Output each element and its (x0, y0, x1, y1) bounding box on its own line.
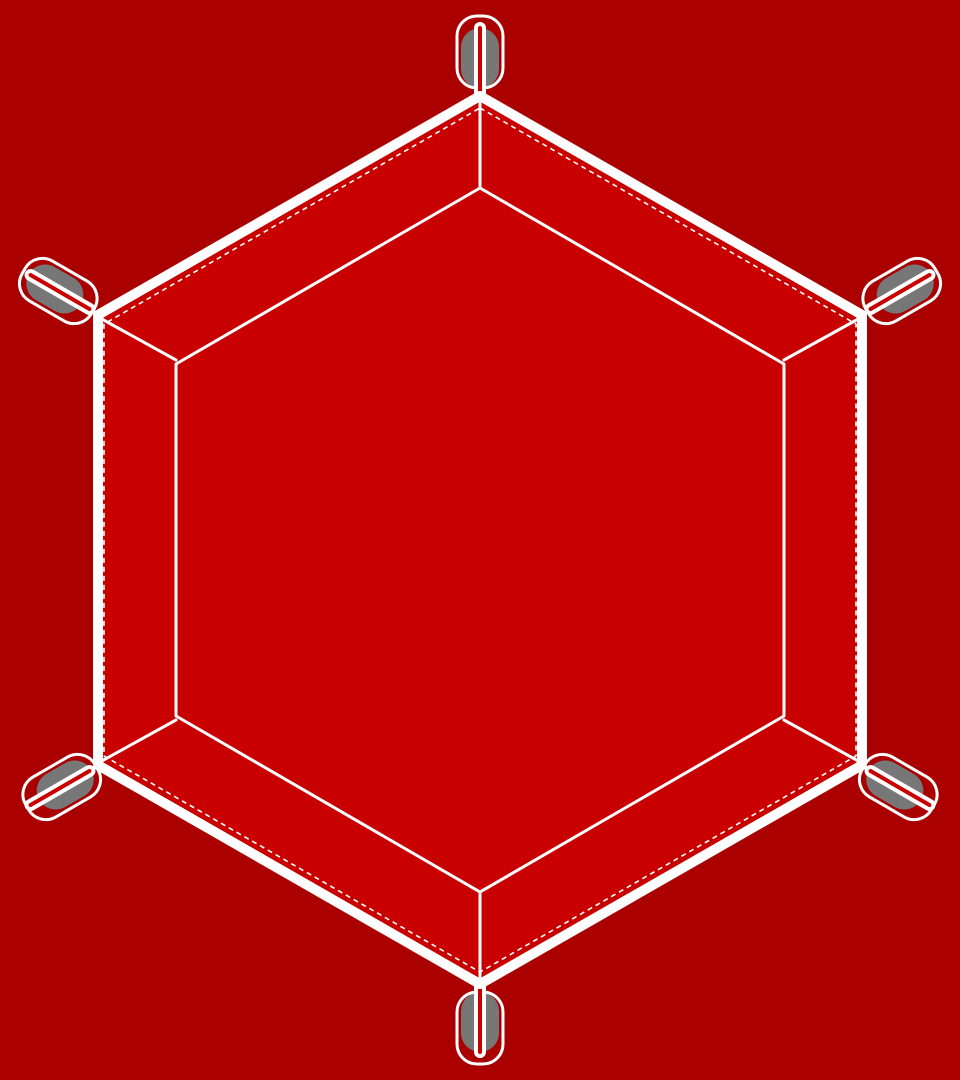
clip-upper-left (17, 256, 99, 326)
clip-lower-left (21, 752, 103, 822)
corner-clips (17, 14, 943, 1066)
tray-wall-seams (98, 98, 862, 982)
hexagon-tray (93, 91, 867, 989)
clip-top (455, 14, 505, 106)
clip-upper-right (861, 256, 943, 326)
clip-bottom (455, 974, 505, 1066)
tray-floor (174, 186, 786, 894)
